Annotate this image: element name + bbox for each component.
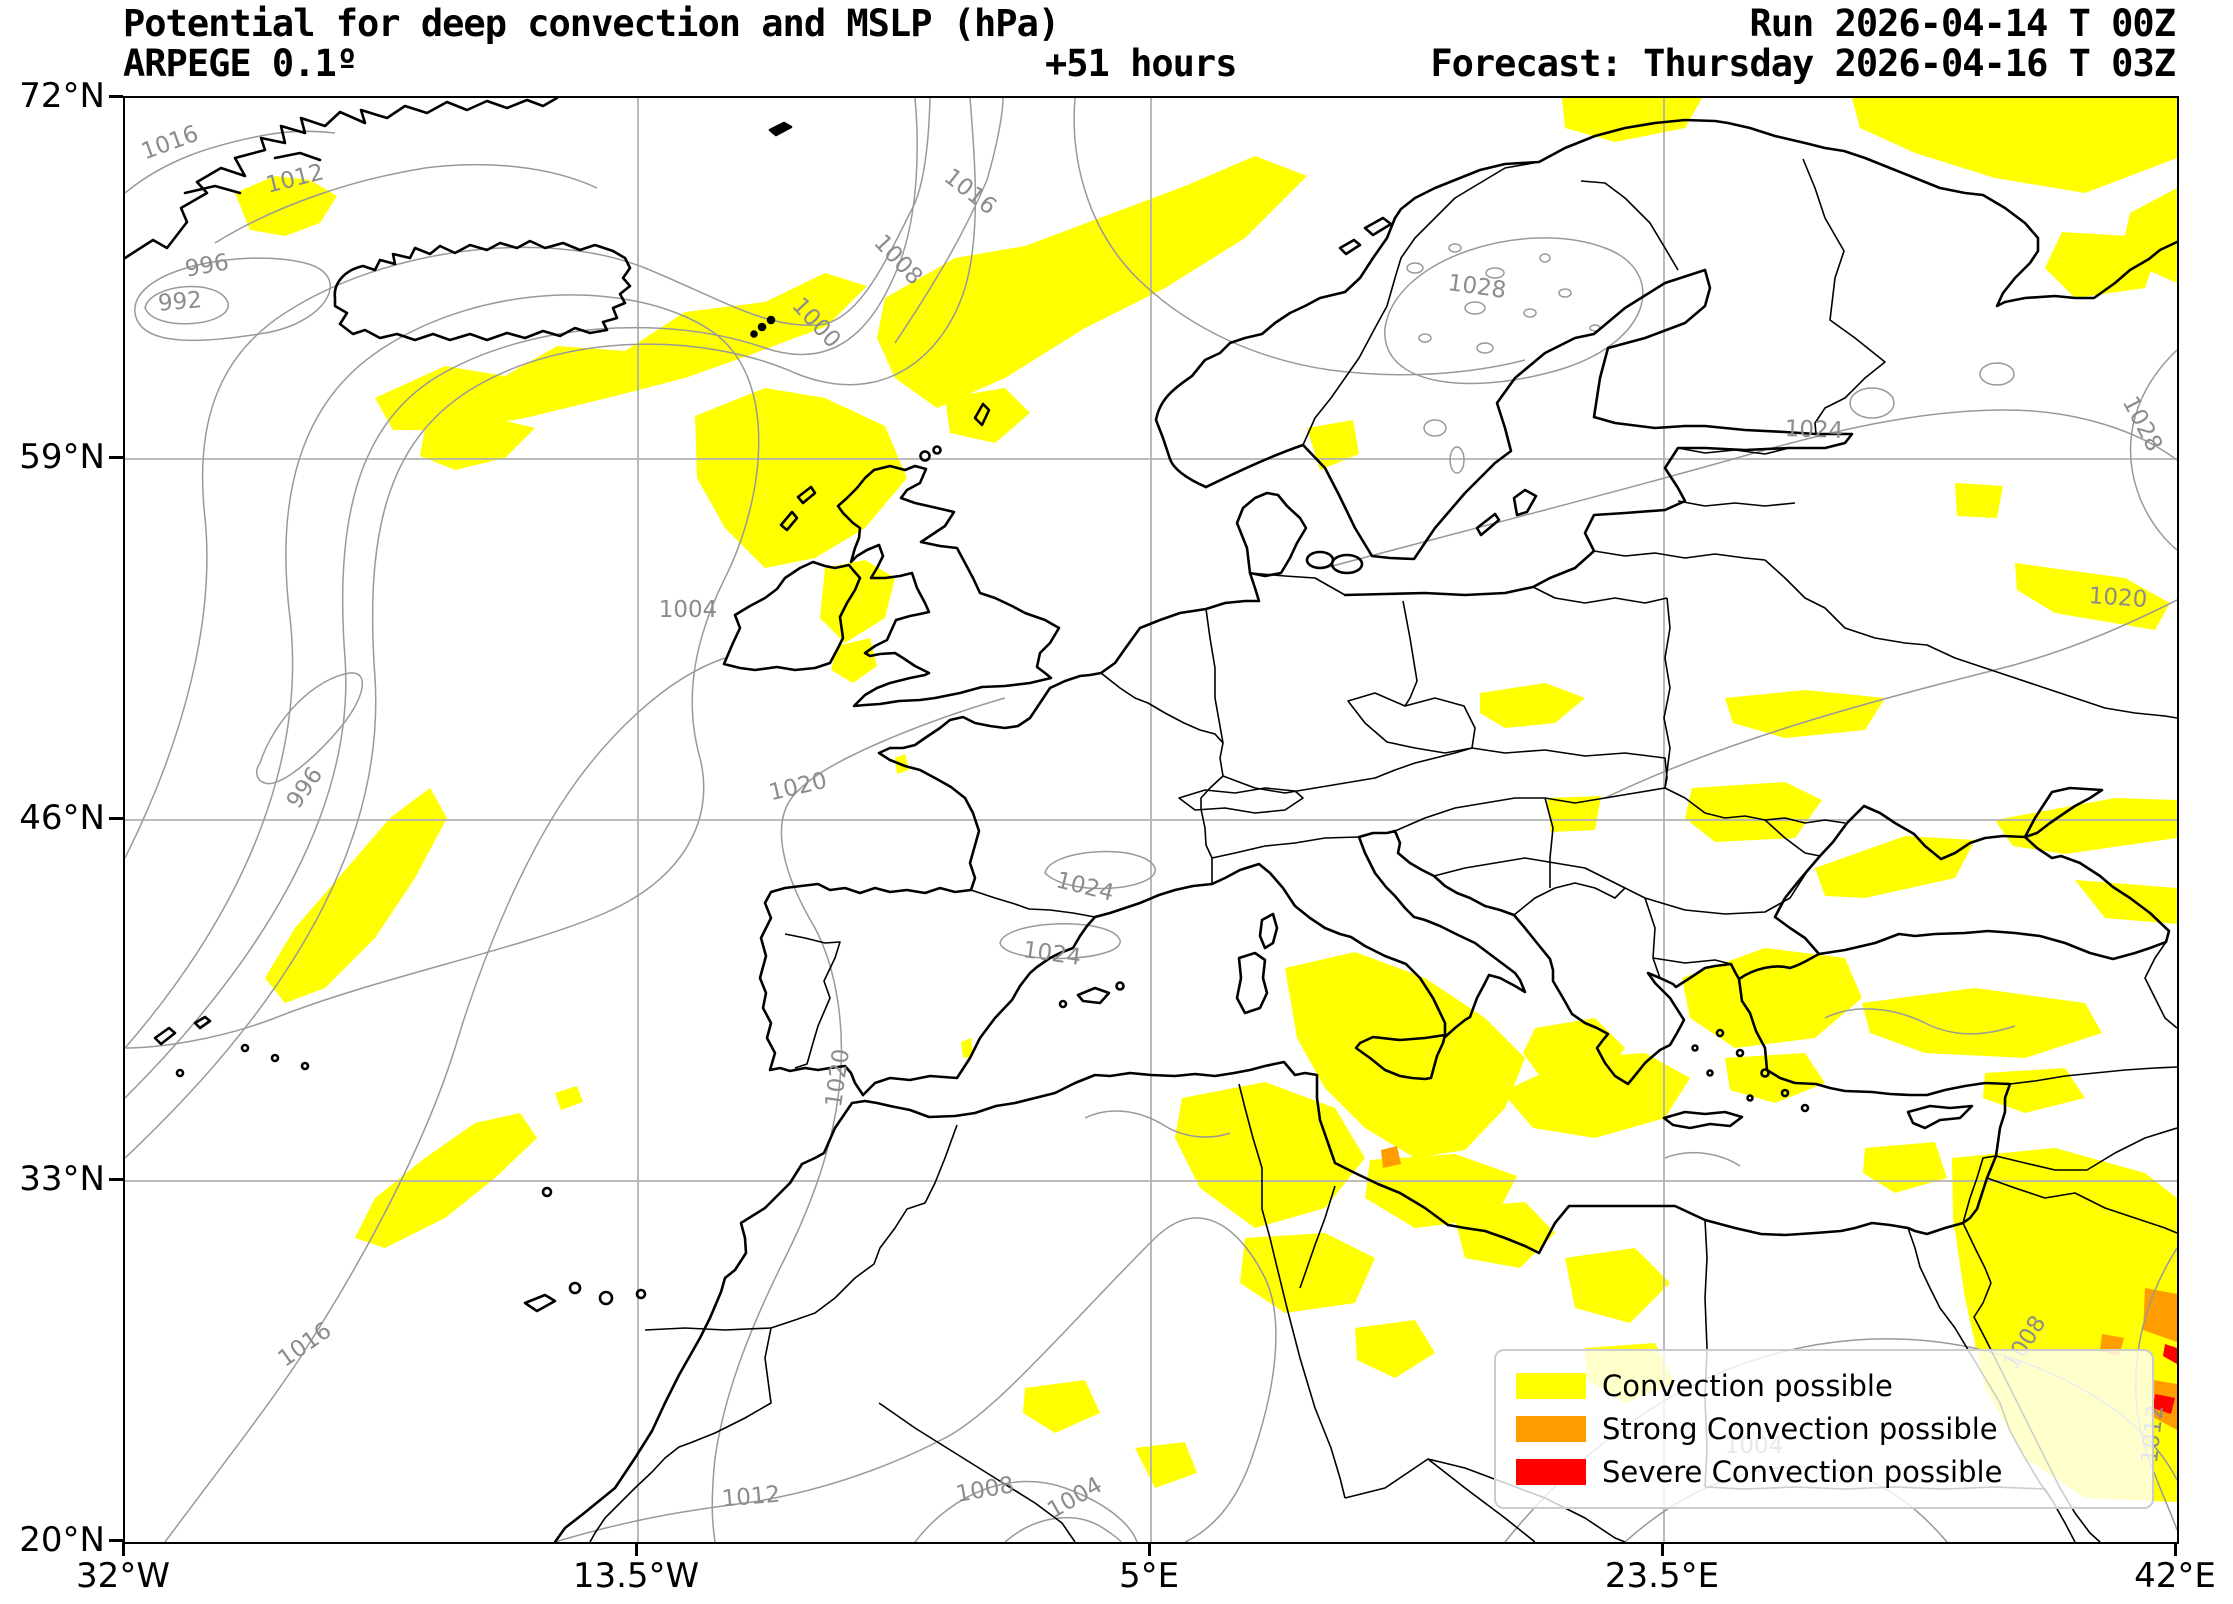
lon-tick-label: 42°E (2134, 1556, 2216, 1596)
country-borders (589, 158, 2177, 1542)
lon-tick-label: 5°E (1118, 1556, 1180, 1596)
legend-item-label: Strong Convection possible (1602, 1412, 1998, 1446)
lat-tick-label: 59°N (19, 437, 105, 477)
severe-convection-areas (2153, 1344, 2177, 1414)
isobar-value-label: 1024 (1784, 415, 1844, 445)
lat-tick-mark (109, 1539, 123, 1542)
model-name: ARPEGE 0.1º (123, 42, 358, 85)
lon-tick-mark (122, 1542, 125, 1556)
lon-tick-label: 13.5°W (572, 1556, 700, 1596)
legend-color-swatch (1516, 1459, 1586, 1485)
coastlines (125, 98, 2177, 1542)
legend-color-swatch (1516, 1373, 1586, 1399)
legend-color-swatch (1516, 1416, 1586, 1442)
lat-tick-mark (109, 817, 123, 820)
lat-tick-label: 20°N (19, 1520, 105, 1560)
legend-item-label: Severe Convection possible (1602, 1455, 2003, 1489)
lat-tick-mark (109, 1178, 123, 1181)
forecast-lead-time: +51 hours (1045, 42, 1237, 85)
lon-tick-mark (2174, 1542, 2177, 1556)
lat-tick-mark (109, 456, 123, 459)
lon-tick-mark (1148, 1542, 1151, 1556)
lon-tick-mark (635, 1542, 638, 1556)
lon-tick-label: 32°W (76, 1556, 170, 1596)
convection-areas (235, 98, 2177, 1502)
isobar-value-label: 1004 (658, 597, 718, 623)
graticule (125, 98, 2177, 1542)
lat-tick-mark (109, 95, 123, 98)
legend: Convection possible Strong Convection pos… (1494, 1349, 2154, 1509)
lat-tick-label: 46°N (19, 798, 105, 838)
isobar-value-label: 992 (156, 287, 204, 317)
lat-tick-label: 33°N (19, 1159, 105, 1199)
lon-tick-label: 23.5°E (1604, 1556, 1720, 1596)
legend-item: Strong Convection possible (1516, 1412, 2152, 1446)
chart-title: Potential for deep convection and MSLP (… (123, 2, 1060, 45)
isobar-value-label: 1012 (720, 1481, 782, 1513)
map-area (123, 96, 2179, 1544)
legend-item-label: Convection possible (1602, 1369, 1893, 1403)
legend-item: Severe Convection possible (1516, 1455, 2152, 1489)
lakes (1406, 243, 2015, 474)
lon-tick-mark (1661, 1542, 1664, 1556)
legend-item: Convection possible (1516, 1369, 2152, 1403)
lat-tick-label: 72°N (19, 76, 105, 116)
model-run-datetime: Run 2026-04-14 T 00Z (1749, 2, 2176, 45)
map-graphics (125, 98, 2177, 1542)
isobar-value-label: 1020 (2087, 582, 2149, 614)
forecast-valid-datetime: Forecast: Thursday 2026-04-16 T 03Z (1430, 42, 2176, 85)
